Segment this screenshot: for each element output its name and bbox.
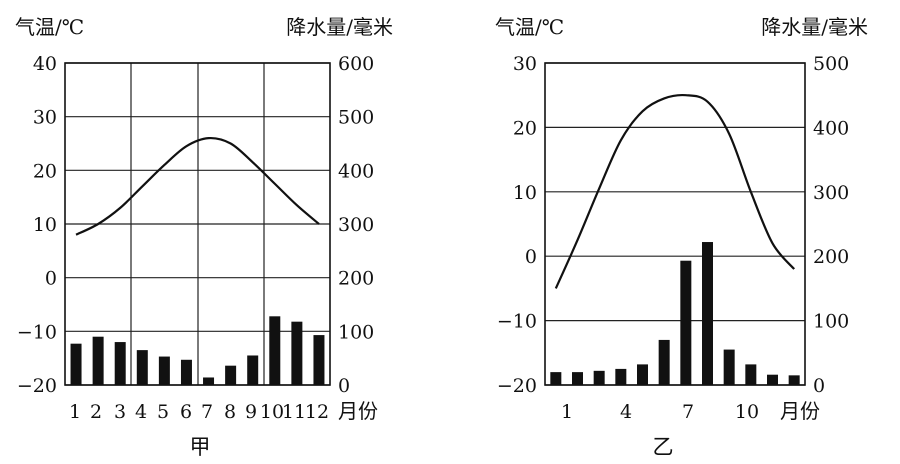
- temp-tick-label: 0: [525, 246, 537, 268]
- precip-tick-label: 400: [813, 117, 849, 139]
- precipitation-bar: [637, 364, 648, 385]
- precipitation-bar: [767, 374, 778, 385]
- climate-chart-yi: 30 500 20 400 10 300 0 200 −10 100 −20 0 1 4 7 10 月份 气温/℃…: [495, 15, 868, 459]
- temp-tick-label: 30: [513, 53, 537, 75]
- temp-tick-label: −20: [17, 375, 57, 397]
- precipitation-bar: [680, 260, 692, 385]
- precip-tick-label: 0: [813, 375, 825, 397]
- x-unit-label: 月份: [338, 399, 378, 423]
- month-tick-label: 9: [245, 401, 257, 423]
- left-axis-title: 气温/℃: [495, 15, 564, 39]
- precipitation-bar: [180, 359, 192, 385]
- temp-tick-label: 10: [513, 182, 537, 204]
- month-tick-label: 4: [135, 401, 147, 423]
- left-axis-title: 气温/℃: [15, 15, 84, 39]
- precip-tick-label: 0: [338, 375, 350, 397]
- precipitation-bar: [658, 339, 670, 385]
- precip-tick-label: 500: [338, 107, 374, 129]
- month-tick-label: 4: [620, 401, 632, 423]
- precipitation-bar: [723, 349, 735, 385]
- precip-tick-label: 100: [338, 321, 374, 343]
- precipitation-bar: [572, 372, 583, 385]
- month-tick-label: 2: [90, 401, 102, 423]
- temp-tick-label: 40: [33, 53, 57, 75]
- temp-tick-label: −10: [17, 321, 57, 343]
- precip-tick-label: 300: [338, 214, 374, 236]
- right-axis-title: 降水量/毫米: [761, 15, 868, 39]
- precip-tick-label: 500: [813, 53, 849, 75]
- temp-tick-label: 20: [513, 117, 537, 139]
- precipitation-bar: [593, 370, 605, 385]
- precipitation-bar: [92, 336, 104, 385]
- precipitation-bar: [114, 342, 126, 385]
- precip-tick-label: 300: [813, 182, 849, 204]
- temp-tick-label: −10: [497, 311, 537, 333]
- month-tick-label: 10: [260, 401, 284, 423]
- temperature-line: [75, 136, 320, 236]
- month-tick-label: 8: [224, 401, 236, 423]
- precipitation-bar: [550, 372, 562, 385]
- temperature-line: [554, 93, 796, 289]
- month-tick-label: 1: [69, 401, 81, 423]
- precip-tick-label: 100: [813, 311, 849, 333]
- precip-tick-label: 400: [338, 160, 374, 182]
- x-unit-label: 月份: [780, 399, 820, 423]
- month-tick-label: 5: [157, 401, 169, 423]
- month-tick-label: 7: [201, 401, 213, 423]
- precipitation-bar: [158, 356, 170, 385]
- month-tick-label: 1: [561, 401, 573, 423]
- precipitation-bar: [203, 377, 215, 385]
- month-tick-label: 11: [282, 401, 306, 423]
- precipitation-bar: [788, 375, 800, 385]
- temp-tick-label: 20: [33, 160, 57, 182]
- chart-caption: 乙: [653, 435, 674, 459]
- month-tick-label: 12: [305, 401, 329, 423]
- temp-tick-label: 0: [45, 268, 57, 290]
- precipitation-bar: [291, 321, 303, 385]
- temp-tick-label: 10: [33, 214, 57, 236]
- month-tick-label: 7: [682, 401, 694, 423]
- precipitation-bar: [269, 316, 281, 385]
- precip-tick-label: 200: [813, 246, 849, 268]
- month-tick-label: 10: [735, 401, 759, 423]
- month-tick-label: 3: [114, 401, 126, 423]
- precipitation-bar: [225, 365, 237, 385]
- precip-tick-label: 200: [338, 268, 374, 290]
- precipitation-bar: [136, 350, 148, 385]
- precipitation-bar: [702, 242, 713, 385]
- precipitation-bar: [247, 355, 259, 385]
- precipitation-bar: [745, 364, 757, 385]
- precipitation-bar: [313, 335, 325, 385]
- month-tick-label: 6: [180, 401, 192, 423]
- plot-frame: [544, 62, 806, 386]
- temp-tick-label: 30: [33, 107, 57, 129]
- chart-caption: 甲: [190, 435, 211, 459]
- plot-frame: [64, 62, 331, 386]
- precip-tick-label: 600: [338, 53, 374, 75]
- right-axis-title: 降水量/毫米: [286, 15, 393, 39]
- temp-tick-label: −20: [497, 375, 537, 397]
- precipitation-bar: [70, 343, 82, 385]
- precipitation-bar: [615, 368, 627, 385]
